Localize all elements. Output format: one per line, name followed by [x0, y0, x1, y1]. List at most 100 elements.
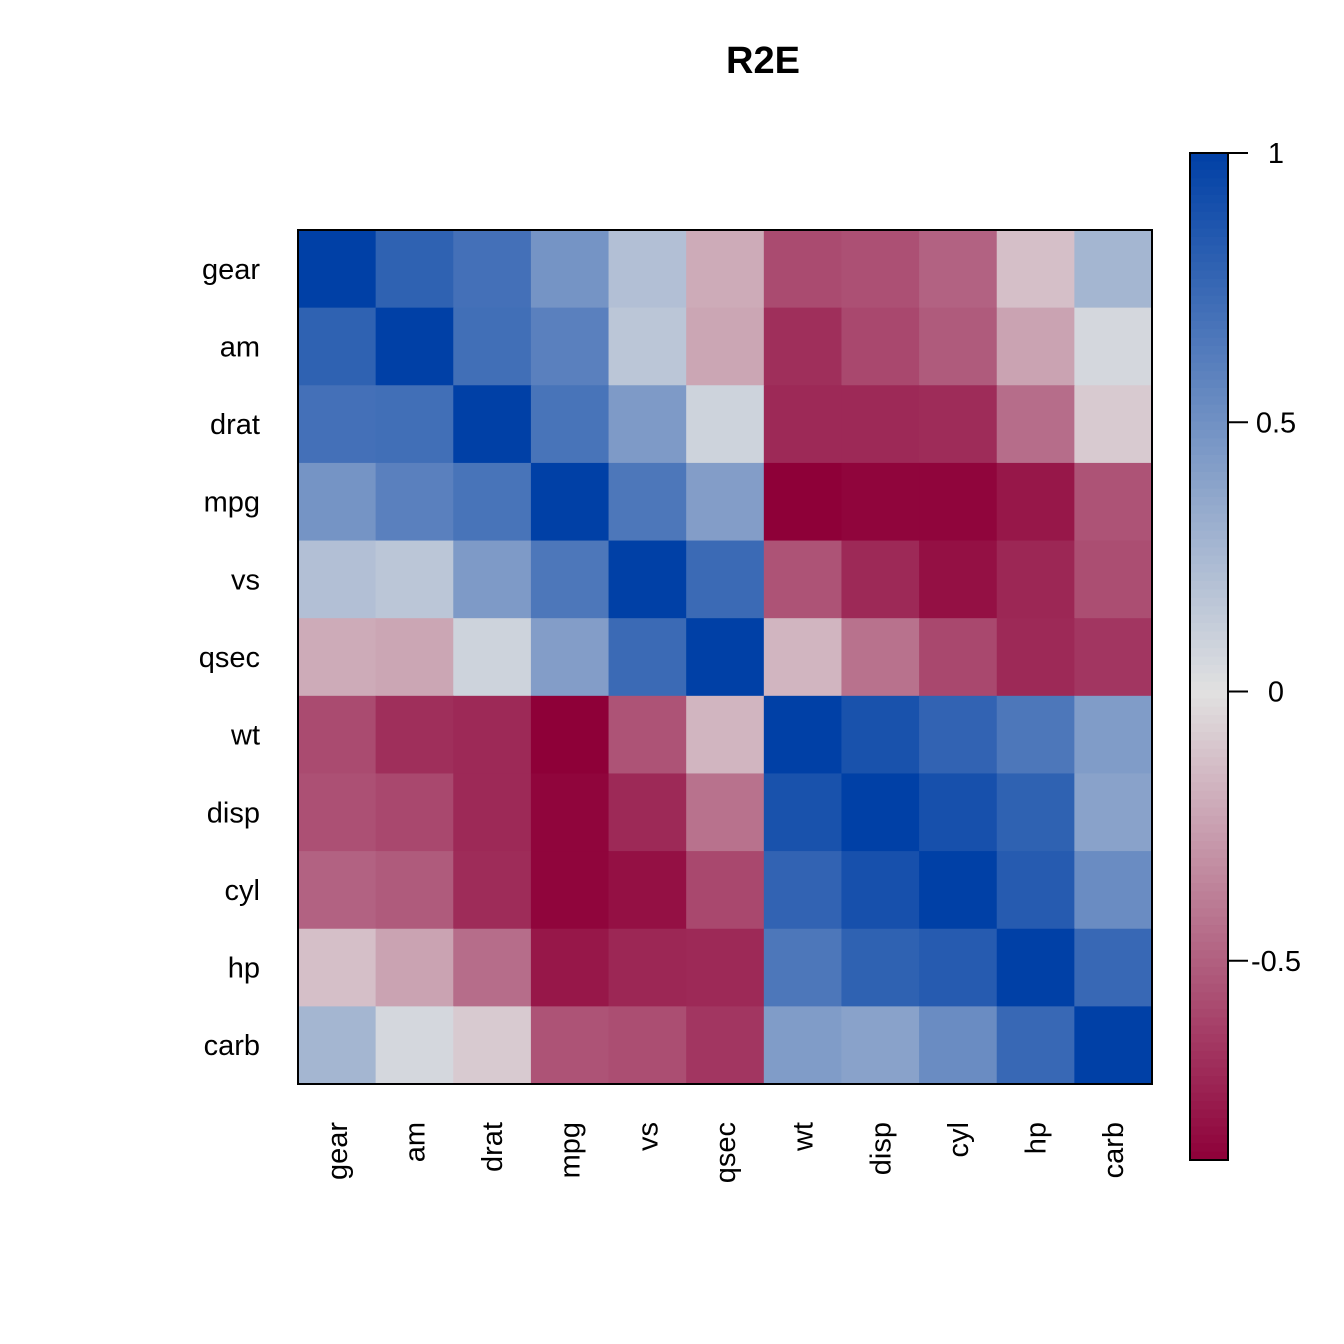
scale-swatch	[1190, 312, 1228, 322]
heatmap-cell	[686, 773, 765, 852]
scale-swatch	[1190, 950, 1228, 960]
heatmap-cell	[841, 618, 920, 697]
scale-swatch	[1190, 270, 1228, 280]
row-label: vs	[231, 564, 260, 596]
heatmap-cell	[530, 385, 610, 464]
heatmap-cell	[530, 230, 610, 309]
row-label: gear	[202, 254, 260, 286]
scale-swatch	[1190, 379, 1228, 389]
heatmap-cell	[1074, 618, 1153, 697]
heatmap-cell	[298, 851, 377, 930]
plot-border	[297, 229, 1153, 1085]
heatmap-cell	[608, 462, 687, 542]
heatmap-cell	[375, 1006, 454, 1085]
column-label: vs	[632, 1122, 664, 1151]
scale-swatch	[1190, 690, 1228, 700]
heatmap-cell	[298, 385, 377, 464]
heatmap-cell	[1074, 462, 1153, 542]
heatmap-cell	[996, 230, 1075, 309]
heatmap-cell	[919, 307, 998, 386]
heatmap-cell	[763, 540, 843, 619]
scale-swatch	[1190, 1151, 1228, 1161]
scale-swatch	[1190, 673, 1228, 683]
scale-swatch	[1190, 194, 1228, 204]
heatmap-cell	[841, 773, 920, 852]
heatmap-cell	[841, 540, 920, 619]
row-label: carb	[204, 1030, 260, 1062]
heatmap-cell	[298, 928, 377, 1007]
heatmap-cell	[453, 618, 532, 697]
heatmap-cell	[996, 385, 1075, 464]
scale-swatch	[1190, 899, 1228, 909]
heatmap-cell	[686, 928, 765, 1007]
heatmap-cell	[686, 540, 765, 619]
scale-swatch	[1190, 832, 1228, 842]
heatmap-cell	[763, 385, 843, 464]
heatmap-cell	[298, 307, 377, 386]
heatmap-cell	[919, 230, 998, 309]
scale-swatch	[1190, 1034, 1228, 1044]
scale-swatch	[1190, 983, 1228, 993]
heatmap-cell	[763, 695, 843, 775]
scale-swatch	[1190, 396, 1228, 406]
scale-swatch	[1190, 1092, 1228, 1102]
scale-swatch	[1190, 916, 1228, 926]
scale-swatch	[1190, 589, 1228, 599]
scale-tick-label: 0	[1268, 677, 1284, 709]
heatmap-cell	[298, 695, 377, 775]
scale-swatch	[1190, 1084, 1228, 1094]
scale-swatch	[1190, 648, 1228, 658]
scale-swatch	[1190, 580, 1228, 590]
scale-swatch	[1190, 161, 1228, 171]
scale-swatch	[1190, 463, 1228, 473]
column-labels: gear am drat mpg vs qsec wt disp cyl hp carb	[322, 1122, 1130, 1184]
scale-swatch	[1190, 631, 1228, 641]
scale-swatch	[1190, 866, 1228, 876]
heatmap-cell	[686, 230, 765, 309]
heatmap-cell	[453, 462, 532, 542]
heatmap-cell	[996, 307, 1075, 386]
scale-swatch	[1190, 413, 1228, 423]
scale-swatch	[1190, 455, 1228, 465]
scale-swatch	[1190, 933, 1228, 943]
scale-swatch	[1190, 371, 1228, 381]
heatmap-cell	[530, 307, 610, 386]
scale-swatch	[1190, 555, 1228, 565]
scale-swatch	[1190, 1101, 1228, 1111]
scale-swatch	[1190, 522, 1228, 532]
heatmap-cell	[375, 540, 454, 619]
heatmap-cell	[919, 385, 998, 464]
heatmap-cell	[841, 462, 920, 542]
heatmap-cell	[453, 230, 532, 309]
scale-swatch	[1190, 765, 1228, 775]
scale-swatch	[1190, 354, 1228, 364]
heatmap-cells	[298, 230, 1153, 1085]
heatmap-cell	[919, 928, 998, 1007]
heatmap-cell	[608, 385, 687, 464]
scale-swatch	[1190, 1067, 1228, 1077]
heatmap-cell	[608, 540, 687, 619]
scale-swatch	[1190, 186, 1228, 196]
heatmap-cell	[686, 618, 765, 697]
row-label: mpg	[204, 487, 260, 519]
scale-swatch	[1190, 1059, 1228, 1069]
scale-swatch	[1190, 681, 1228, 691]
heatmap-cell	[1074, 1006, 1153, 1085]
heatmap-cell	[375, 230, 454, 309]
column-label: gear	[322, 1122, 354, 1180]
heatmap-cell	[996, 1006, 1075, 1085]
heatmap-cell	[919, 695, 998, 775]
heatmap-cell	[919, 540, 998, 619]
heatmap-cell	[375, 695, 454, 775]
heatmap-cell	[996, 540, 1075, 619]
heatmap-cell	[608, 618, 687, 697]
heatmap-cell	[841, 385, 920, 464]
scale-swatch	[1190, 799, 1228, 809]
heatmap-cell	[453, 773, 532, 852]
scale-swatch	[1190, 203, 1228, 213]
heatmap-cell	[1074, 540, 1153, 619]
scale-swatch	[1190, 287, 1228, 297]
row-label: wt	[230, 720, 260, 752]
scale-tick-label: 1	[1268, 138, 1284, 170]
scale-tick-label: 0.5	[1256, 407, 1296, 439]
